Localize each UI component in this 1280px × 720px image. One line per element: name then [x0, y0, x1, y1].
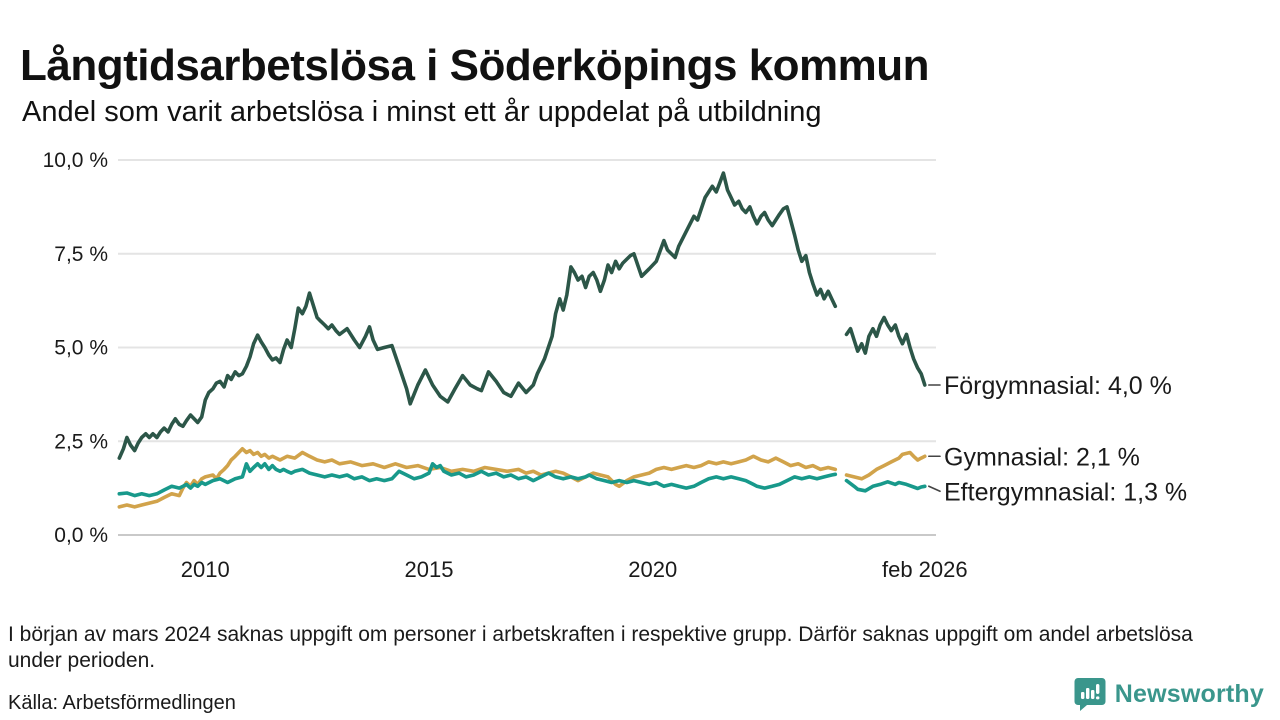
page-title: Långtidsarbetslösa i Söderköpings kommun [20, 41, 930, 91]
chart-subtitle: Andel som varit arbetslösa i minst ett å… [22, 96, 822, 128]
svg-text:7,5 %: 7,5 % [54, 243, 108, 266]
axis-tick-labels: 10,0 % 7,5 % 5,0 % 2,5 % 0,0 % 2010 2015 2020 fe… [43, 150, 968, 582]
series-label-eftergymnasial: Eftergymnasial: 1,3 % [944, 478, 1187, 506]
svg-text:2,5 %: 2,5 % [54, 430, 108, 453]
svg-text:feb 2026: feb 2026 [882, 557, 968, 582]
bar-chart-speech-bubble-icon [1074, 678, 1106, 711]
chart-footnote: I början av mars 2024 saknas uppgift om … [8, 623, 1193, 673]
svg-text:5,0 %: 5,0 % [54, 337, 108, 360]
svg-text:10,0 %: 10,0 % [43, 150, 108, 172]
chart-canvas: 10,0 % 7,5 % 5,0 % 2,5 % 0,0 % 2010 2015 2020 fe… [43, 150, 1188, 582]
svg-text:0,0 %: 0,0 % [54, 524, 108, 547]
line-chart: 10,0 % 7,5 % 5,0 % 2,5 % 0,0 % 2010 2015 2020 fe… [0, 150, 1280, 590]
newsworthy-logo: Newsworthy [1074, 677, 1264, 712]
series-label-forgymnasial: Förgymnasial: 4,0 % [944, 372, 1172, 400]
svg-text:2015: 2015 [405, 557, 454, 582]
series-label-gymnasial: Gymnasial: 2,1 % [944, 443, 1140, 471]
svg-text:2020: 2020 [628, 557, 677, 582]
label-leader-lines [928, 384, 941, 493]
data-lines [117, 171, 927, 509]
source-note: Källa: Arbetsförmedlingen [8, 692, 236, 714]
newsworthy-logo-text: Newsworthy [1114, 680, 1264, 708]
svg-text:2010: 2010 [181, 557, 230, 582]
